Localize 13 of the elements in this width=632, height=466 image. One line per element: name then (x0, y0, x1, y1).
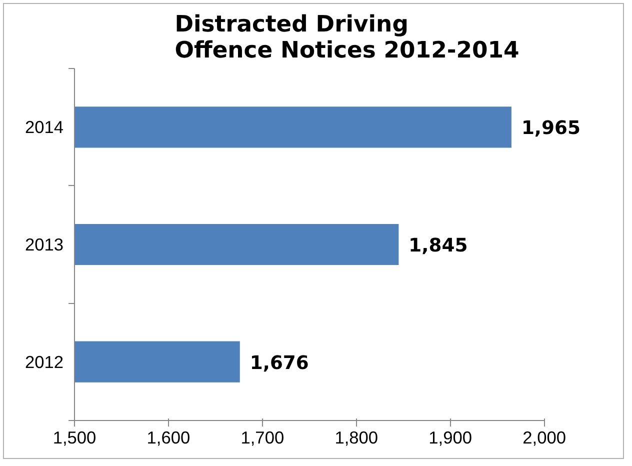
y-tick-label: 2013 (24, 234, 64, 254)
data-label: 1,965 (521, 118, 580, 140)
x-tick-label: 1,700 (240, 428, 284, 448)
data-label: 1,845 (408, 236, 468, 256)
x-tick-label: 1,900 (428, 428, 472, 448)
chart-title: Distracted Driving Offence Notices 2012-2014 (174, 12, 520, 64)
data-label: 1,676 (250, 352, 309, 374)
y-tick-label: 2014 (24, 117, 64, 138)
x-tick-label: 1,600 (146, 428, 190, 448)
y-tick-label: 2012 (24, 352, 64, 372)
x-tick-label: 1,800 (334, 428, 378, 448)
x-tick-label: 2,000 (522, 428, 566, 448)
x-tick-label: 1,500 (52, 428, 96, 448)
